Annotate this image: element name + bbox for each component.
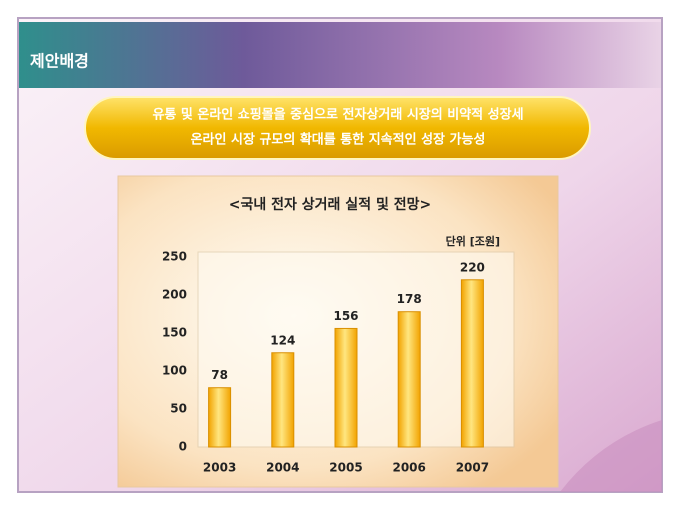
banner-line: 온라인 시장 규모의 확대를 통한 지속적인 성장 가능성 bbox=[191, 132, 486, 148]
data-label: 178 bbox=[397, 292, 422, 306]
banner bbox=[84, 96, 591, 160]
x-tick-label: 2004 bbox=[266, 461, 299, 475]
bar bbox=[460, 279, 484, 448]
x-tick-label: 2007 bbox=[456, 461, 489, 475]
y-tick-label: 250 bbox=[162, 250, 187, 264]
x-tick-label: 2005 bbox=[329, 461, 362, 475]
y-tick-label: 50 bbox=[170, 402, 187, 416]
x-tick-label: 2003 bbox=[203, 461, 236, 475]
header-title: 제안배경 bbox=[30, 52, 89, 71]
y-tick-label: 200 bbox=[162, 288, 187, 302]
bar bbox=[208, 387, 232, 448]
chart-title: <국내 전자 상거래 실적 및 전망> bbox=[229, 196, 431, 213]
data-label: 156 bbox=[333, 309, 358, 323]
banner-line: 유통 및 온라인 쇼핑몰을 중심으로 전자상거래 시장의 비약적 성장세 bbox=[152, 107, 523, 123]
header-band bbox=[19, 22, 661, 88]
data-label: 78 bbox=[211, 368, 228, 382]
data-label: 124 bbox=[270, 333, 295, 347]
y-tick-label: 0 bbox=[179, 440, 187, 454]
y-tick-label: 150 bbox=[162, 326, 187, 340]
bar bbox=[397, 311, 421, 448]
bar bbox=[271, 352, 295, 448]
bar bbox=[334, 327, 358, 448]
page-curl bbox=[560, 420, 662, 492]
y-tick-label: 100 bbox=[162, 364, 187, 378]
x-tick-label: 2006 bbox=[392, 461, 425, 475]
unit-label: 단위 [조원] bbox=[446, 234, 500, 248]
data-label: 220 bbox=[460, 260, 485, 274]
